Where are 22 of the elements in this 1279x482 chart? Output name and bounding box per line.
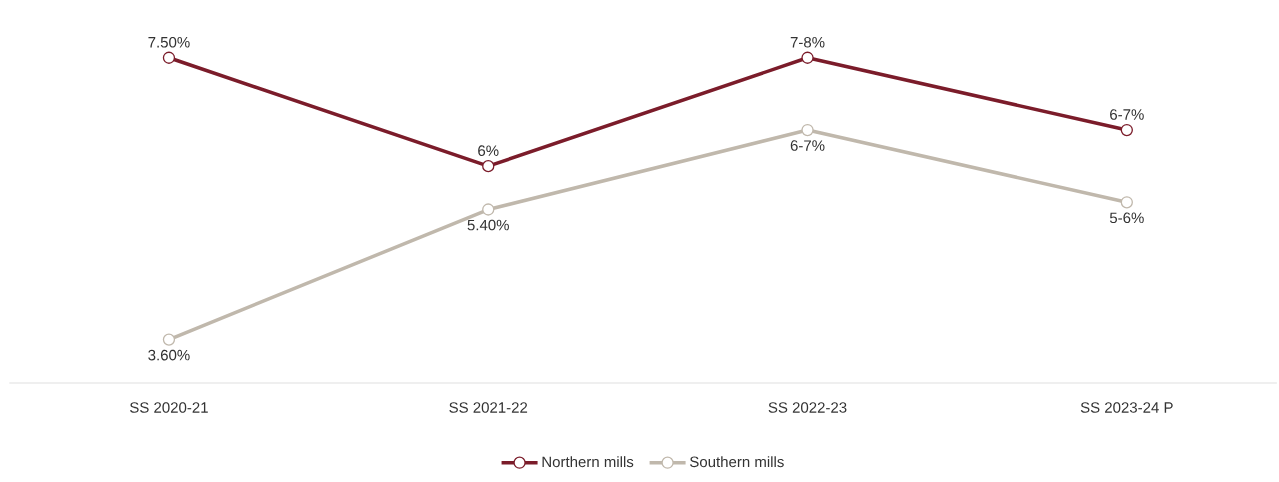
point [1120,123,1133,137]
data-label: 3.60% [148,349,190,361]
data-label: 7-8% [790,36,825,48]
x-tick-label: SS 2023-24 P [1080,402,1173,413]
x-tick-label: SS 2022-23 [768,402,847,413]
point [482,160,495,173]
x-tick-label: SS 2020-21 [130,402,208,413]
data-label: 5-6% [1109,212,1144,224]
point [801,51,814,64]
legend-label: Southern mills [690,456,784,468]
point [162,51,176,64]
point [801,123,814,137]
x-tick-label: SS 2021-22 [449,402,528,413]
point [162,333,176,346]
data-label: 6-7% [1110,109,1144,120]
data-label: 6-7% [790,140,825,151]
legend-label: Northern mills [542,456,634,468]
data-label: 6% [478,145,499,156]
data-label: 7.50% [148,36,190,48]
point [1120,196,1133,209]
point [482,203,495,216]
data-label: 5.40% [467,219,509,231]
